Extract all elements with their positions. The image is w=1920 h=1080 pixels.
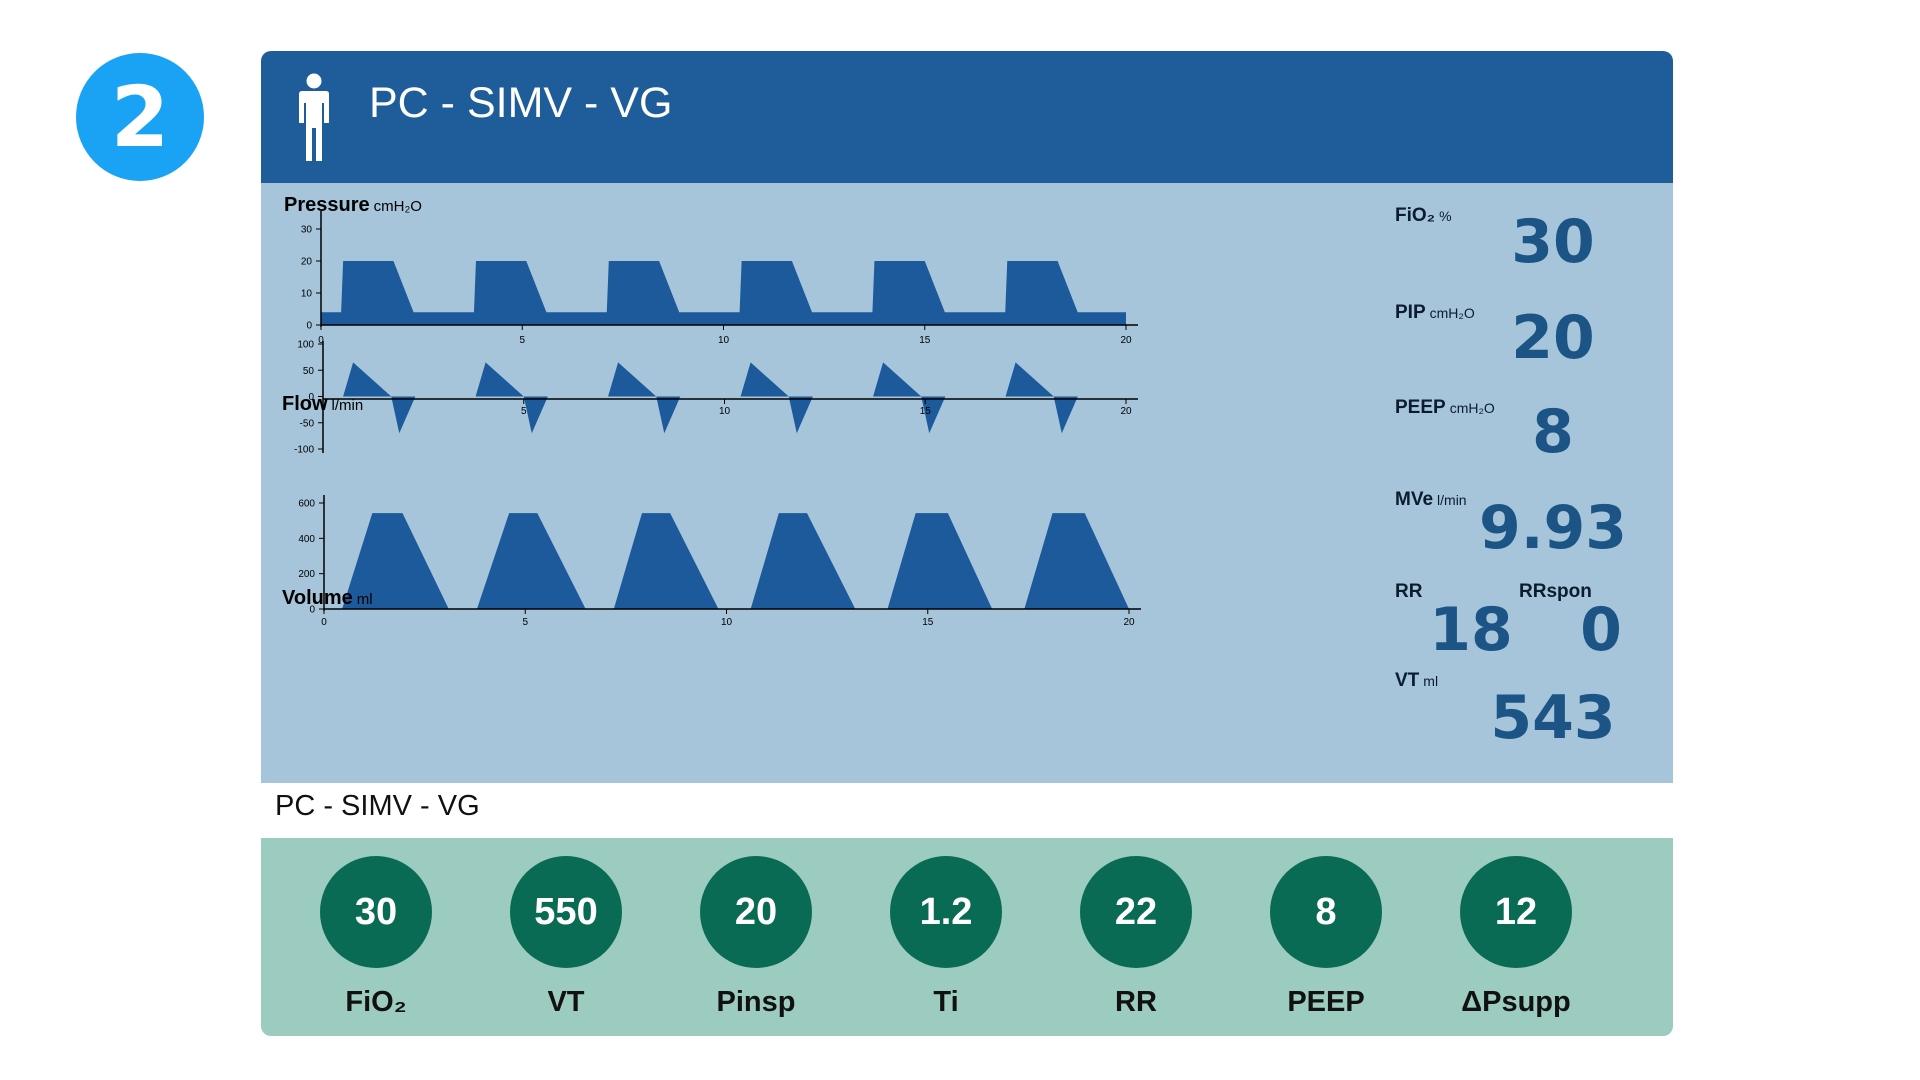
setting-fio2-label: FiO₂ <box>345 986 407 1018</box>
patient-icon <box>299 73 329 161</box>
flow-y-tick-label: 50 <box>303 366 315 377</box>
volume-x-tick-label: 20 <box>1123 617 1135 628</box>
mode-caption: PC - SIMV - VG <box>275 790 480 822</box>
setting-dpsupp[interactable]: 12 ΔPsupp <box>1446 856 1586 1019</box>
pressure-title: Pressure cmH₂O <box>284 194 422 216</box>
setting-dpsupp-value[interactable]: 12 <box>1460 856 1572 968</box>
fio2-label: FiO₂% <box>1395 205 1452 226</box>
setting-vt-value[interactable]: 550 <box>510 856 622 968</box>
setting-ti[interactable]: 1.2 Ti <box>876 856 1016 1019</box>
setting-pinsp-value[interactable]: 20 <box>700 856 812 968</box>
volume-y-tick-label: 600 <box>298 499 315 510</box>
flow-waveform: 100 50 0 -50 -100 5 10 15 20 <box>294 340 1138 456</box>
volume-y-tick-label: 400 <box>298 534 315 545</box>
pressure-unit: cmH₂O <box>373 198 422 215</box>
setting-peep[interactable]: 8 PEEP <box>1256 856 1396 1019</box>
pressure-x-tick-label: 10 <box>718 335 730 346</box>
volume-waveform: 600 400 200 00 5 10 15 20 <box>298 495 1141 628</box>
setting-peep-value[interactable]: 8 <box>1270 856 1382 968</box>
peep-label: PEEP cmH₂O <box>1395 397 1495 418</box>
pip-label: PIP cmH₂O <box>1395 302 1475 323</box>
volume-x-tick-label: 0 <box>321 617 327 628</box>
volume-y-tick-label: 0 <box>309 605 315 616</box>
flow-y-tick-label: 0 <box>308 392 314 403</box>
vt-value: 543 <box>1490 683 1616 753</box>
rrspon-value: 0 <box>1580 595 1622 665</box>
setting-vt-label: VT <box>547 986 585 1018</box>
volume-x-tick-label: 10 <box>721 617 733 628</box>
flow-waveform-area <box>323 362 1126 434</box>
setting-rr-value[interactable]: 22 <box>1080 856 1192 968</box>
flow-y-tick-label: 100 <box>297 340 314 351</box>
volume-y-tick-label: 200 <box>298 569 315 580</box>
volume-title: Volume ml <box>282 587 373 609</box>
flow-x-tick-label: 15 <box>920 406 932 417</box>
pressure-y-tick-label: 10 <box>301 289 313 300</box>
mve-label: MVe l/min <box>1395 489 1467 510</box>
rr-label: RR <box>1395 581 1423 602</box>
setting-ti-value[interactable]: 1.2 <box>890 856 1002 968</box>
pressure-x-tick-label: 15 <box>919 335 931 346</box>
flow-y-tick-label: -50 <box>300 418 315 429</box>
pressure-waveform-area <box>321 261 1126 325</box>
flow-title: Flow l/min <box>282 393 364 415</box>
step-badge: 2 <box>76 53 204 181</box>
pressure-x-tick-label: 5 <box>519 335 525 346</box>
mode-header: PC - SIMV - VG <box>261 51 1673 183</box>
rrspon-label: RRspon <box>1519 581 1592 602</box>
setting-vt[interactable]: 550 VT <box>496 856 636 1019</box>
peep-value: 8 <box>1532 397 1574 467</box>
flow-unit: l/min <box>331 397 364 414</box>
setting-dpsupp-label: ΔPsupp <box>1461 986 1571 1018</box>
volume-unit: ml <box>356 591 373 608</box>
pressure-y-tick-label: 30 <box>301 225 313 236</box>
rr-value: 18 <box>1429 595 1513 665</box>
setting-pinsp[interactable]: 20 Pinsp <box>686 856 826 1019</box>
flow-x-tick-label: 10 <box>719 406 731 417</box>
pressure-waveform: 30 20 10 00 5 10 15 20 <box>301 211 1138 346</box>
settings-panel: 30 FiO₂ 550 VT 20 Pinsp 1.2 Ti 22 RR 8 P… <box>261 838 1673 1036</box>
pressure-y-tick-label: 0 <box>306 321 312 332</box>
pressure-x-tick-label: 0 <box>318 335 324 346</box>
setting-peep-label: PEEP <box>1287 986 1365 1018</box>
setting-ti-label: Ti <box>933 986 959 1018</box>
pressure-y-tick-label: 20 <box>301 257 313 268</box>
ventilator-monitor: 30 20 10 0 0 5 10 15 20 100 50 0 -50 -100 5 10 15 20 600… <box>261 183 1673 783</box>
pressure-x-tick-label: 20 <box>1120 335 1132 346</box>
pip-value: 20 <box>1511 303 1595 373</box>
setting-rr-label: RR <box>1115 986 1157 1018</box>
volume-x-tick-label: 15 <box>922 617 934 628</box>
flow-x-tick-label: 20 <box>1120 406 1132 417</box>
volume-x-tick-label: 5 <box>522 617 528 628</box>
flow-x-tick-label: 5 <box>521 406 527 417</box>
mode-title: PC - SIMV - VG <box>369 79 673 127</box>
setting-fio2-value[interactable]: 30 <box>320 856 432 968</box>
vt-label: VT ml <box>1395 670 1439 691</box>
volume-waveform-area <box>324 513 1129 609</box>
setting-rr[interactable]: 22 RR <box>1066 856 1206 1019</box>
setting-fio2[interactable]: 30 FiO₂ <box>306 856 446 1019</box>
setting-pinsp-label: Pinsp <box>716 986 796 1018</box>
mve-value: 9.93 <box>1478 493 1628 563</box>
flow-y-tick-label: -100 <box>294 445 314 456</box>
fio2-value: 30 <box>1511 207 1595 277</box>
